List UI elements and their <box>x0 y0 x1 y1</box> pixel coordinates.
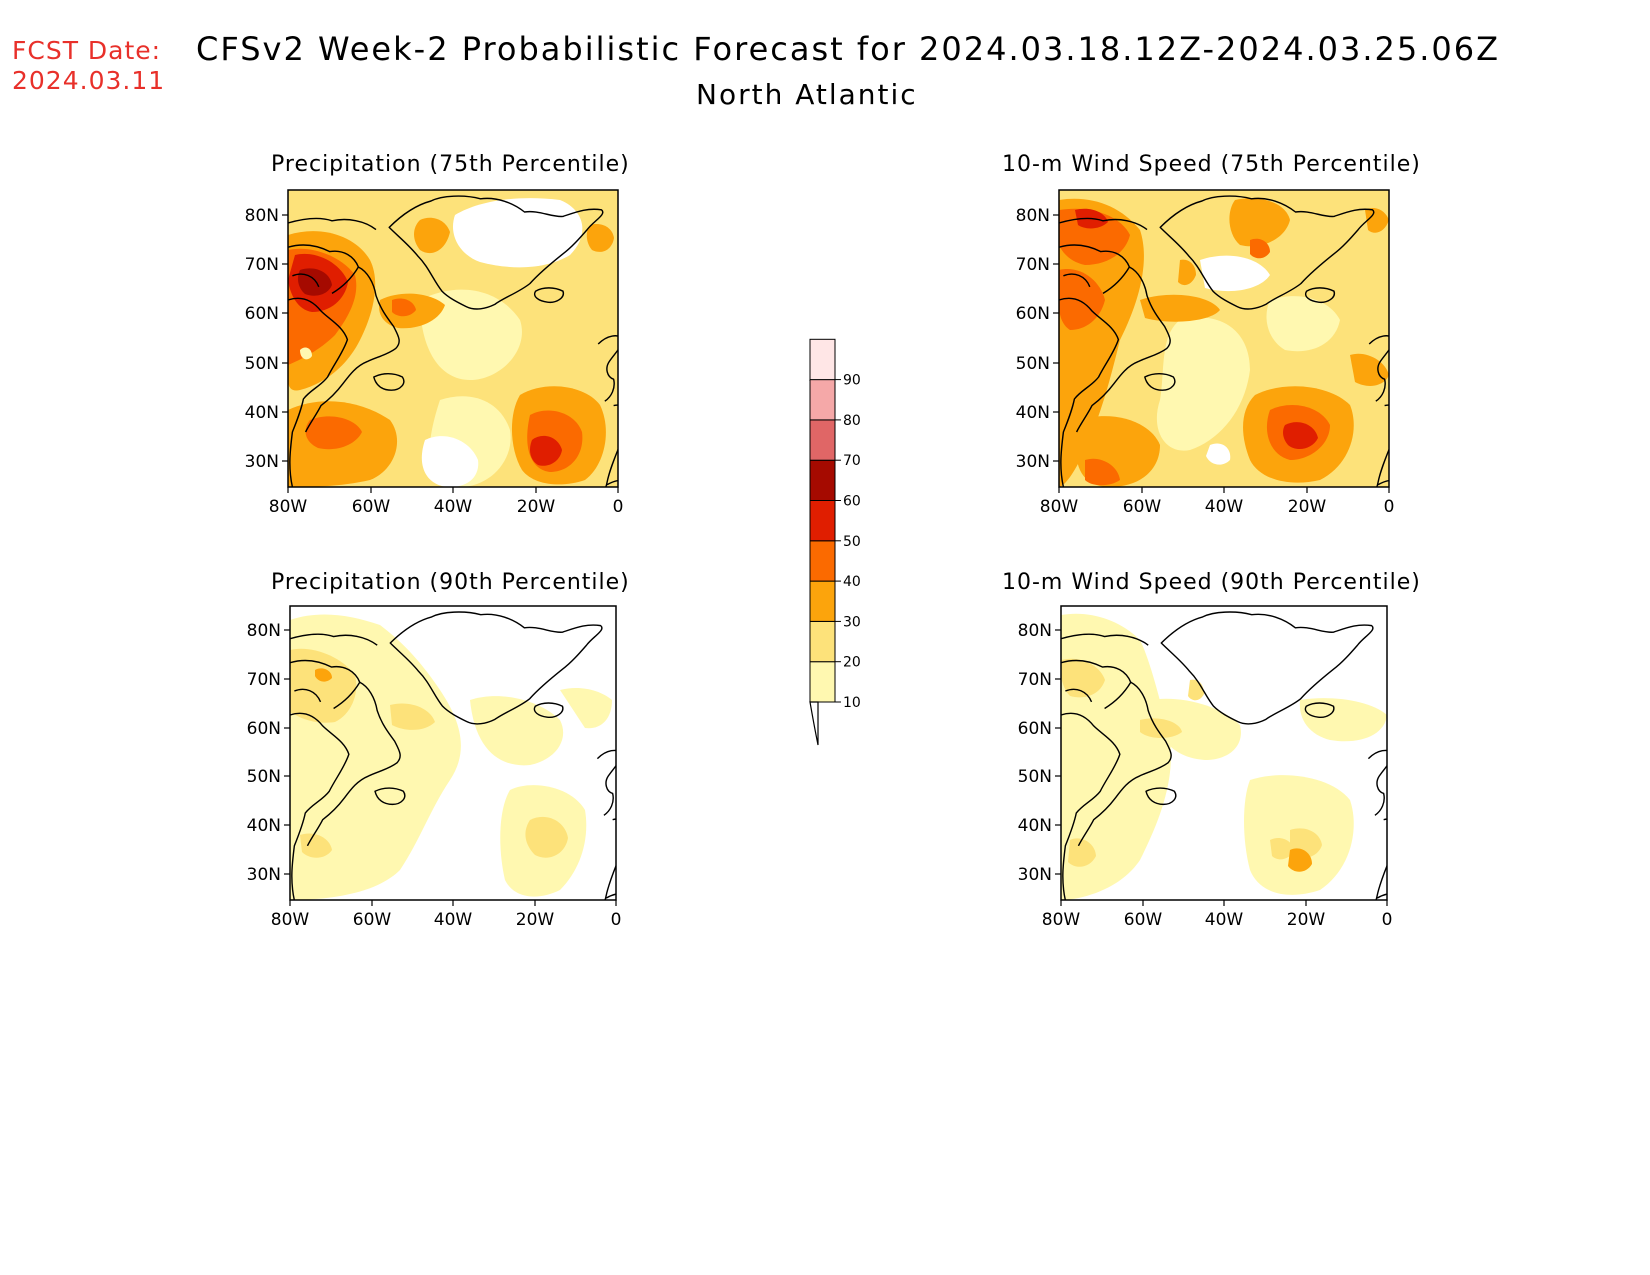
colorbar-label: 40 <box>843 574 861 590</box>
lat-tick-label: 80N <box>1016 206 1050 226</box>
lon-tick-label: 20W <box>1287 910 1326 930</box>
colorbar-label: 70 <box>843 453 861 469</box>
lat-tick-label: 80N <box>247 621 281 641</box>
lat-tick-label: 60N <box>247 719 281 739</box>
lon-tick-label: 80W <box>271 910 310 930</box>
lon-tick-label: 40W <box>1205 497 1244 517</box>
lat-tick-label: 70N <box>1016 255 1050 275</box>
colorbar-bottom-arrow <box>809 701 819 746</box>
lon-tick-label: 20W <box>1288 497 1327 517</box>
panel-title-precip-75: Precipitation (75th Percentile) <box>271 152 630 177</box>
lat-tick-label: 50N <box>1016 354 1050 374</box>
lon-tick-label: 0 <box>613 497 624 517</box>
panel-title-wind-90: 10-m Wind Speed (90th Percentile) <box>1002 570 1421 595</box>
colorbar-label: 90 <box>843 373 861 389</box>
colorbar-swatch <box>809 580 836 622</box>
map-panel-precip-90 <box>289 605 617 901</box>
map-panel-wind-90 <box>1060 605 1388 901</box>
colorbar-swatch <box>809 419 836 461</box>
lat-tick-label: 70N <box>1018 670 1052 690</box>
lon-tick-label: 40W <box>434 497 473 517</box>
forecast-date-label: FCST Date: <box>12 36 162 65</box>
lat-tick-label: 70N <box>245 255 279 275</box>
colorbar-label: 50 <box>843 534 861 550</box>
forecast-date-value: 2024.03.11 <box>12 66 166 95</box>
lat-tick-label: 60N <box>1016 304 1050 324</box>
lat-tick-label: 40N <box>247 816 281 836</box>
colorbar-swatch <box>809 379 836 421</box>
axes-wind-90: 80N 70N 60N 50N 40N 30N 80W 60W 40W 20W … <box>1018 621 1393 930</box>
lat-tick-label: 30N <box>1018 865 1052 885</box>
lat-tick-label: 40N <box>1018 816 1052 836</box>
panel-title-wind-75: 10-m Wind Speed (75th Percentile) <box>1002 152 1421 177</box>
lat-tick-label: 40N <box>245 403 279 423</box>
colorbar-swatches <box>809 338 836 703</box>
colorbar-swatch <box>809 661 836 703</box>
lon-tick-label: 20W <box>517 497 556 517</box>
lat-tick-label: 80N <box>245 206 279 226</box>
colorbar-label: 20 <box>843 655 861 671</box>
axes-precip-75: 80N 70N 60N 50N 40N 30N 80W 60W 40W 20W … <box>245 206 624 517</box>
colorbar-label: 30 <box>843 614 861 630</box>
colorbar-swatch <box>809 338 836 381</box>
map-panel-wind-75 <box>1058 189 1390 488</box>
lon-tick-label: 80W <box>1040 497 1079 517</box>
axes-precip-90: 80N 70N 60N 50N 40N 30N 80W 60W 40W 20W … <box>247 621 622 930</box>
colorbar-label: 60 <box>843 494 861 510</box>
lat-tick-label: 30N <box>1016 452 1050 472</box>
lon-tick-label: 20W <box>516 910 555 930</box>
lon-tick-label: 0 <box>1384 497 1395 517</box>
page-title: CFSv2 Week-2 Probabilistic Forecast for … <box>196 30 1501 68</box>
colorbar-swatch <box>809 500 836 542</box>
lat-tick-label: 50N <box>247 767 281 787</box>
lat-tick-label: 80N <box>1018 621 1052 641</box>
lat-tick-label: 60N <box>1018 719 1052 739</box>
lat-tick-label: 30N <box>245 452 279 472</box>
lat-tick-label: 50N <box>1018 767 1052 787</box>
lat-tick-label: 40N <box>1016 403 1050 423</box>
lat-tick-label: 50N <box>245 354 279 374</box>
colorbar-swatch <box>809 620 836 663</box>
map-panel-precip-75 <box>287 189 619 488</box>
axes-wind-75: 80N 70N 60N 50N 40N 30N 80W 60W 40W 20W … <box>1016 206 1395 517</box>
lon-tick-label: 60W <box>1123 497 1162 517</box>
lat-tick-label: 70N <box>247 670 281 690</box>
lon-tick-label: 0 <box>1382 910 1393 930</box>
lon-tick-label: 40W <box>1205 910 1244 930</box>
lon-tick-label: 80W <box>269 497 308 517</box>
panel-title-precip-90: Precipitation (90th Percentile) <box>271 570 630 595</box>
lon-tick-label: 60W <box>353 910 392 930</box>
lat-tick-label: 30N <box>247 865 281 885</box>
colorbar-label: 80 <box>843 413 861 429</box>
colorbar-label: 10 <box>843 695 861 711</box>
lon-tick-label: 0 <box>611 910 622 930</box>
lon-tick-label: 40W <box>434 910 473 930</box>
lat-tick-label: 60N <box>245 304 279 324</box>
page-subtitle: North Atlantic <box>696 78 918 111</box>
lon-tick-label: 60W <box>352 497 391 517</box>
colorbar-swatch <box>809 459 836 502</box>
colorbar-labels: 10 20 30 40 50 60 70 80 90 <box>835 373 861 711</box>
colorbar-swatch <box>809 540 836 582</box>
lon-tick-label: 60W <box>1124 910 1163 930</box>
lon-tick-label: 80W <box>1042 910 1081 930</box>
colorbar: 10 20 30 40 50 60 70 80 90 <box>809 338 861 746</box>
